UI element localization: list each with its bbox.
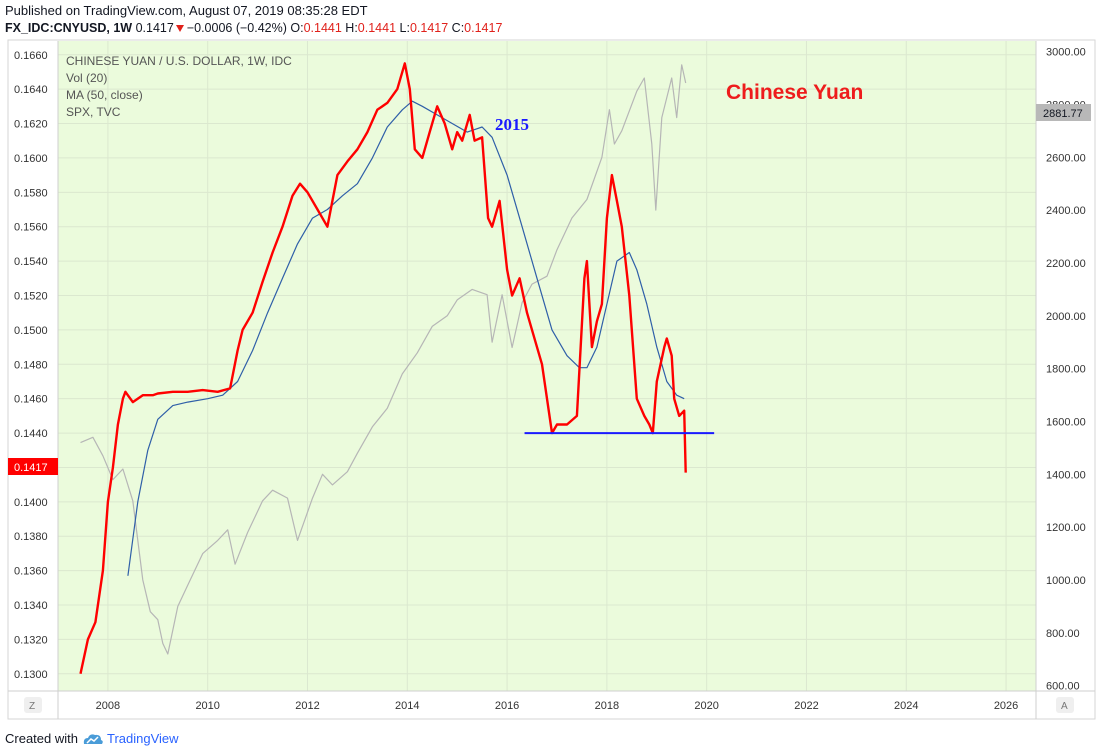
series-layer (79, 62, 715, 675)
open-label: O: (290, 21, 304, 35)
left-tick-label: 0.1660 (14, 50, 48, 62)
right-price-badge (1036, 104, 1091, 121)
high-label: H: (345, 21, 358, 35)
symbol-ohlc-line: FX_IDC:CNYUSD, 1W 0.1417 −0.0006 (−0.42%)… (5, 21, 502, 35)
left-tick-label: 0.1340 (14, 600, 48, 612)
time-tick-label: 2010 (195, 700, 219, 712)
right-tick-label: 2200.00 (1046, 258, 1086, 270)
last-price: 0.1417 (135, 21, 174, 35)
legend-ma: MA (50, close) (66, 88, 143, 102)
a-button-label: A (1061, 701, 1068, 712)
left-price-badge (8, 458, 58, 475)
price-change: −0.0006 (−0.42%) (186, 21, 287, 35)
time-tick-label: 2008 (96, 700, 120, 712)
right-tick-label: 2400.00 (1046, 205, 1086, 217)
left-tick-label: 0.1640 (14, 84, 48, 96)
time-tick-label: 2026 (994, 700, 1018, 712)
footer: Created with TradingView (5, 731, 179, 746)
z-button-label: Z (29, 701, 35, 712)
right-tick-label: 1800.00 (1046, 364, 1086, 376)
right-tick-label: 1200.00 (1046, 522, 1086, 534)
right-tick-label: 1400.00 (1046, 469, 1086, 481)
left-tick-label: 0.1520 (14, 290, 48, 302)
left-tick-label: 0.1460 (14, 394, 48, 406)
annotation-chinese-yuan: Chinese Yuan (726, 81, 863, 104)
time-tick-label: 2014 (395, 700, 419, 712)
right-tick-label: 2000.00 (1046, 311, 1086, 323)
time-tick-label: 2024 (894, 700, 918, 712)
right-tick-label: 1600.00 (1046, 416, 1086, 428)
tradingview-cloud-icon (83, 733, 103, 744)
time-tick-label: 2012 (295, 700, 319, 712)
low-label: L: (399, 21, 410, 35)
legend-vol: Vol (20) (66, 71, 107, 85)
right-tick-label: 2600.00 (1046, 152, 1086, 164)
annotation-2015: 2015 (495, 115, 529, 134)
open-value: 0.1441 (303, 21, 342, 35)
left-price-badge-text: 0.1417 (14, 462, 48, 474)
close-label: C: (451, 21, 465, 35)
left-tick-label: 0.1500 (14, 325, 48, 337)
left-tick-label: 0.1620 (14, 119, 48, 131)
high-value: 0.1441 (357, 21, 397, 35)
grid-lines (58, 41, 1036, 691)
time-tick-label: 2020 (694, 700, 718, 712)
left-tick-label: 0.1400 (14, 497, 48, 509)
low-value: 0.1417 (409, 21, 449, 35)
down-triangle-icon (175, 25, 184, 33)
left-tick-label: 0.1360 (14, 566, 48, 578)
spx-series-line (80, 64, 687, 655)
time-tick-label: 2016 (495, 700, 519, 712)
legend-spx: SPX, TVC (66, 105, 121, 119)
symbol-label: FX_IDC:CNYUSD, 1W (5, 21, 133, 35)
left-tick-label: 0.1440 (14, 428, 48, 440)
left-tick-label: 0.1580 (14, 187, 48, 199)
right-tick-label: 800.00 (1046, 628, 1080, 640)
z-button[interactable] (24, 697, 42, 713)
legend-title: CHINESE YUAN / U.S. DOLLAR, 1W, IDC (66, 54, 292, 68)
left-tick-label: 0.1320 (14, 634, 48, 646)
left-tick-label: 0.1480 (14, 359, 48, 371)
tradingview-brand-link[interactable]: TradingView (106, 731, 179, 746)
created-with-text: Created with (5, 731, 78, 746)
a-button[interactable] (1056, 697, 1074, 713)
time-axis[interactable]: 2008 2010 2012 2014 2016 2018 2020 2022 2024 2026 (96, 700, 1019, 712)
right-tick-label: 1000.00 (1046, 575, 1086, 587)
close-value: 0.1417 (464, 21, 503, 35)
ma50-series-line (127, 100, 685, 576)
left-tick-label: 0.1540 (14, 256, 48, 268)
plot-area[interactable] (58, 41, 1036, 691)
time-tick-label: 2018 (595, 700, 619, 712)
left-tick-label: 0.1300 (14, 669, 48, 681)
left-tick-label: 0.1600 (14, 153, 48, 165)
left-tick-label: 0.1380 (14, 531, 48, 543)
left-tick-label: 0.1560 (14, 222, 48, 234)
right-price-badge-text: 2881.77 (1043, 108, 1083, 120)
right-tick-label: 3000.00 (1046, 47, 1086, 59)
right-tick-label: 600.00 (1046, 681, 1080, 693)
time-tick-label: 2022 (794, 700, 818, 712)
cnyusd-price-line (79, 62, 687, 675)
published-text: Published on TradingView.com, August 07,… (5, 3, 368, 18)
